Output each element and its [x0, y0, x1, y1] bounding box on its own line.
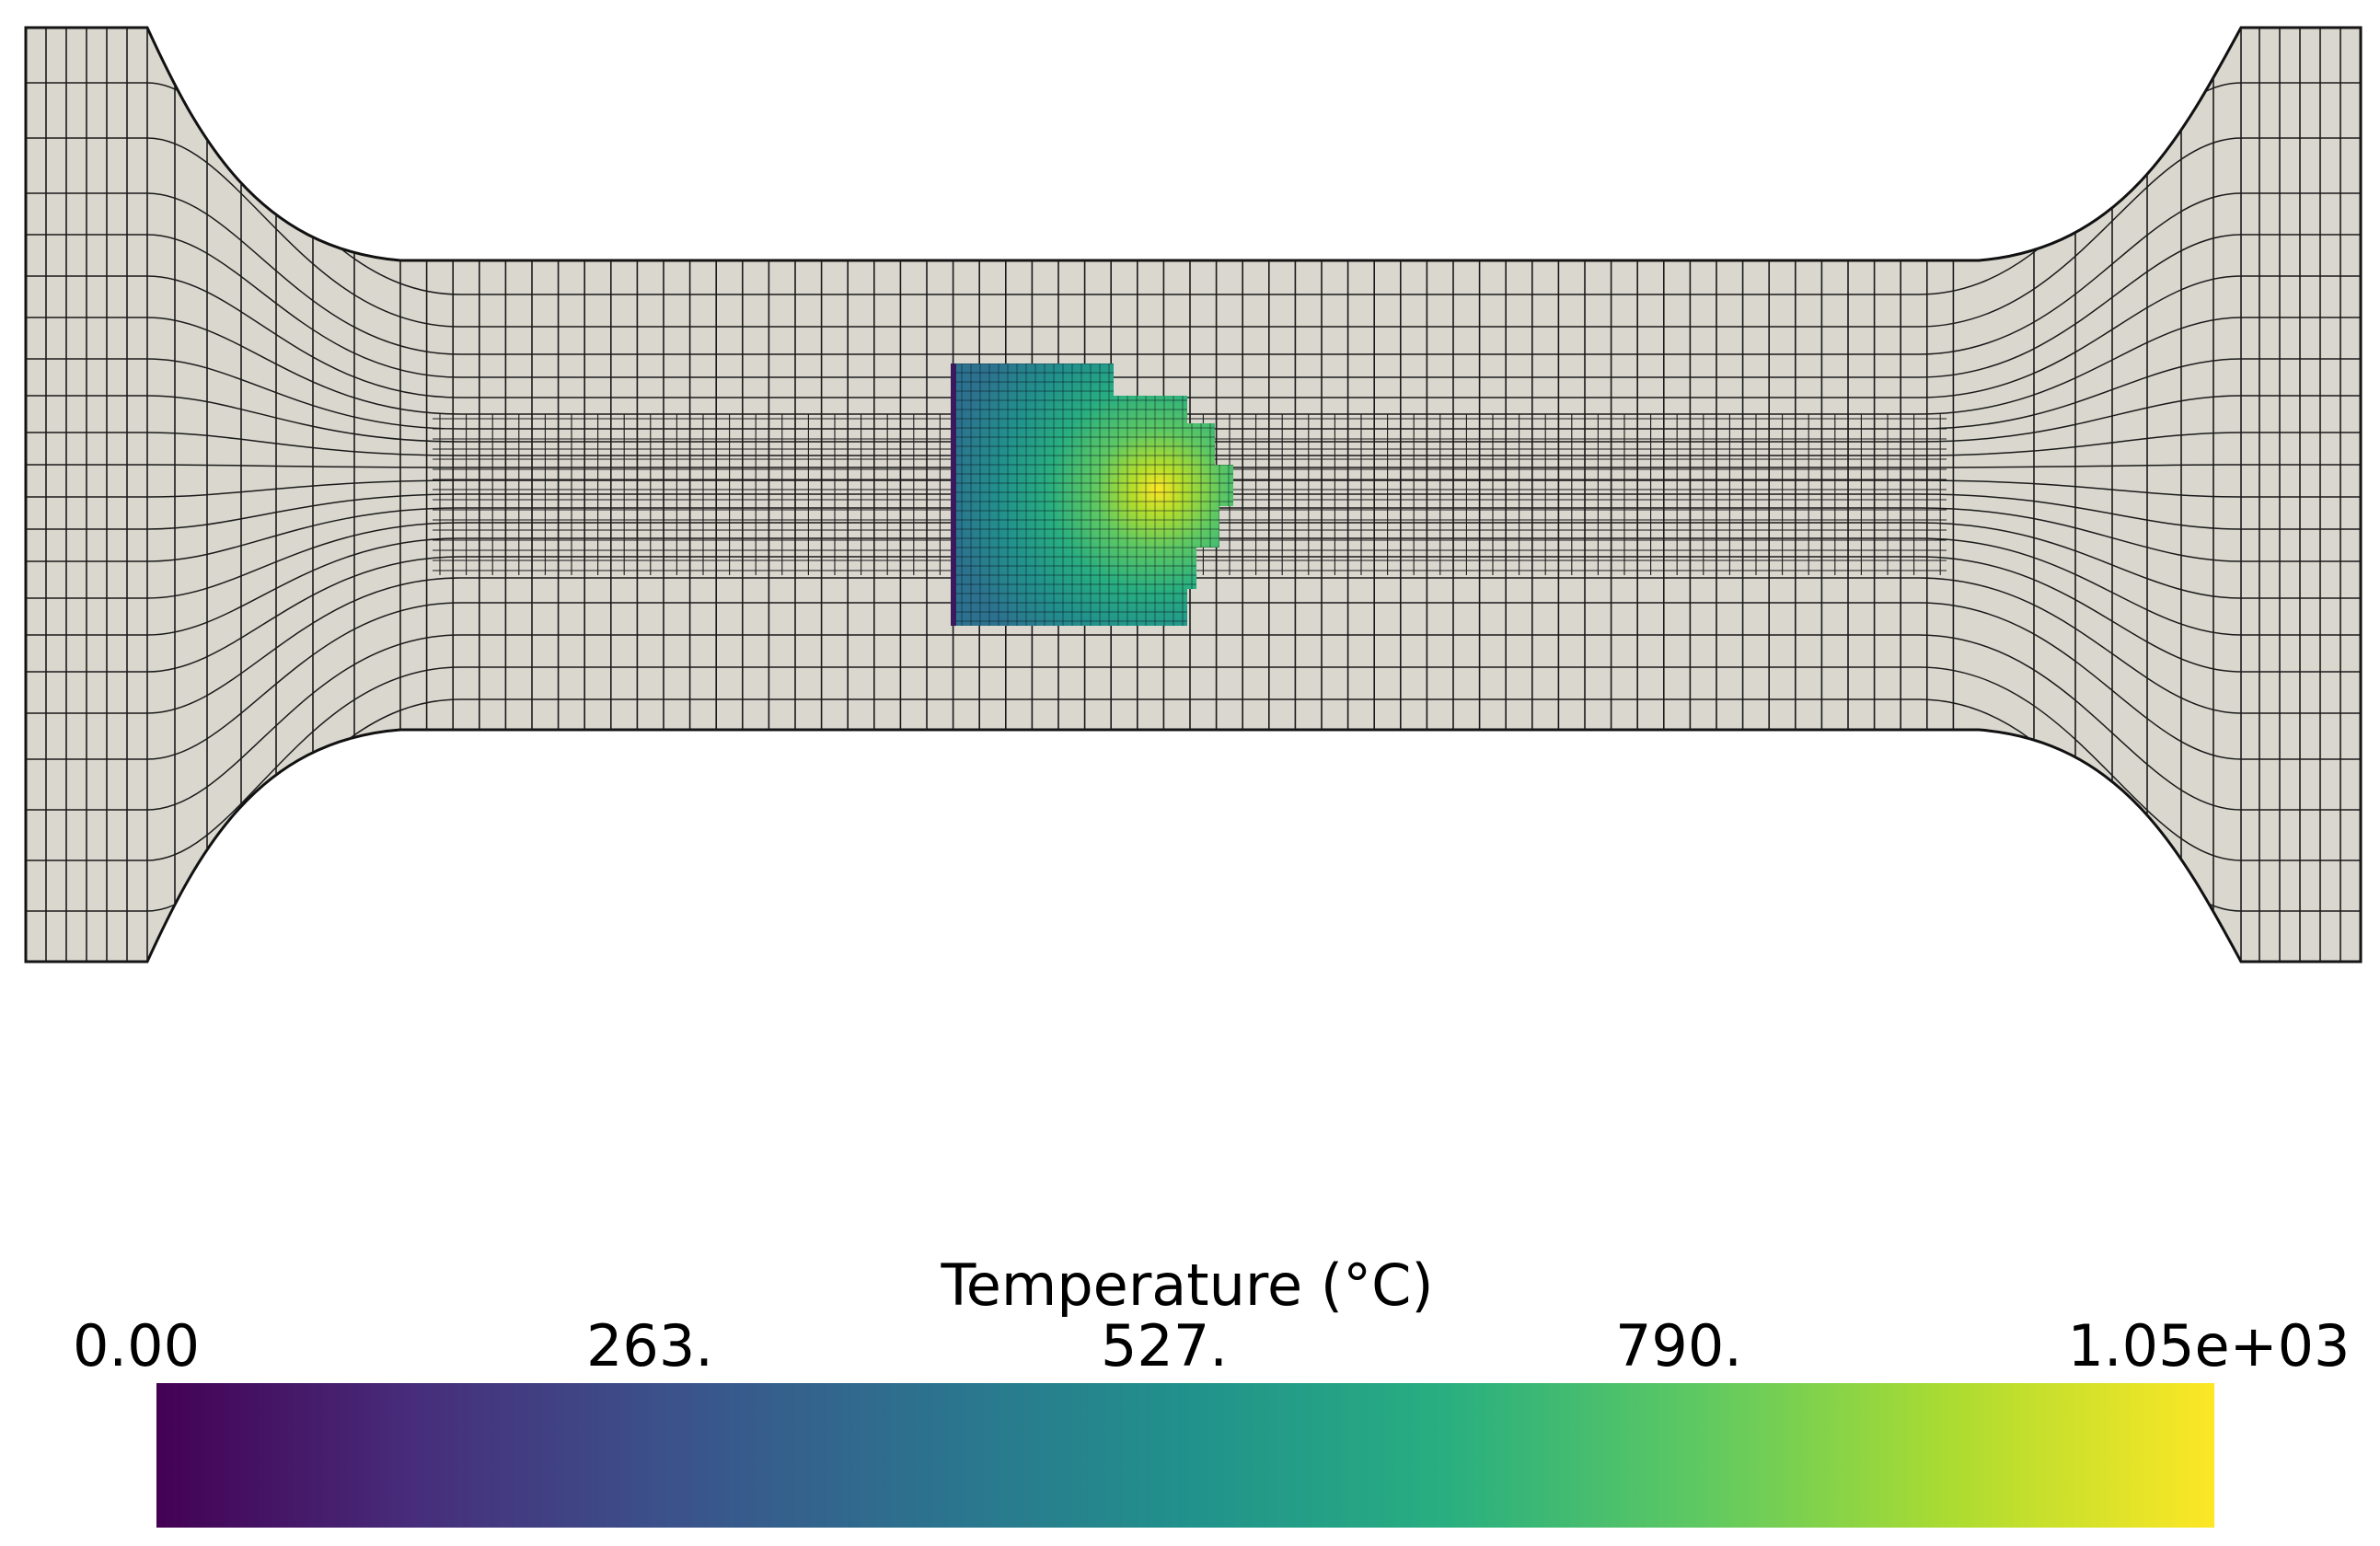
mesh-line [26, 28, 2361, 261]
colorbar-tick-label: 1.05e+03 [2067, 1312, 2350, 1379]
mesh-line [26, 395, 2361, 443]
mesh-line [26, 137, 2361, 328]
mesh-line [26, 602, 2361, 760]
colorbar-gradient [156, 1383, 2214, 1528]
mesh-line [26, 666, 2361, 861]
mesh-line [26, 634, 2361, 811]
mesh-line [26, 577, 2361, 714]
colorbar-tick-label: 527. [1101, 1312, 1228, 1379]
mesh-line [26, 537, 2361, 636]
refined-mesh-band [433, 414, 1947, 575]
mesh-line [26, 275, 2361, 398]
colorbar-tick-label: 790. [1615, 1312, 1742, 1379]
mesh-line [26, 729, 2361, 962]
mesh-line [26, 507, 2361, 562]
mesh-line [26, 234, 2361, 378]
heat-zone-mesh-lines [953, 363, 1233, 626]
colorbar-tick-label: 263. [586, 1312, 713, 1379]
heat-zone-edge [951, 363, 956, 626]
colorbar: Temperature (°C) 0.00 263. 527. 790. 1.0… [73, 1252, 2351, 1528]
mesh-line [26, 317, 2361, 415]
colorbar-tick-label: 0.00 [73, 1312, 200, 1379]
mesh-line [26, 192, 2361, 355]
heat-zone-field [953, 363, 1233, 626]
colorbar-title: Temperature (°C) [940, 1252, 1433, 1319]
heat-affected-zone [951, 363, 1233, 626]
